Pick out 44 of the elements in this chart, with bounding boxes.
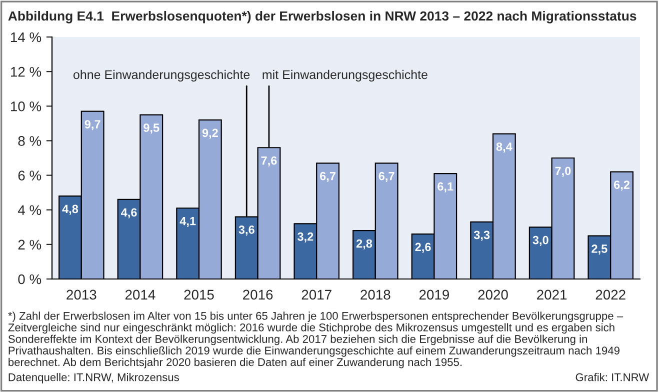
data-label: 3,3 — [474, 230, 490, 241]
x-tick-label: 2018 — [360, 290, 390, 300]
chart-title: Abbildung E4.1 Erwerbslosenquoten*) der Erwerbslosen in NRW 2013 – 2022 nach Migrationsstatus — [8, 10, 636, 24]
data-label: 6,7 — [378, 172, 394, 182]
x-tick-label: 2021 — [537, 290, 567, 300]
data-label: 3,0 — [532, 236, 548, 246]
text: Grafik: IT.NRW — [576, 373, 650, 382]
y-tick-label: 6 % — [18, 170, 42, 180]
data-label: 2,5 — [592, 244, 608, 255]
data-label: 3,6 — [238, 226, 254, 236]
x-tick-label: 2016 — [243, 290, 273, 300]
data-label: 6,7 — [320, 172, 336, 182]
data-label: 2,8 — [356, 239, 372, 250]
x-tick-label: 2013 — [66, 290, 96, 300]
text: Datenquelle: IT.NRW, Mikrozensus — [8, 373, 179, 384]
y-tick-label: 2 % — [18, 240, 42, 250]
x-tick-label: 2020 — [478, 290, 508, 300]
data-label: 9,5 — [144, 124, 160, 134]
y-tick-label: 12 % — [10, 66, 42, 77]
data-label: 7,6 — [261, 156, 277, 166]
x-tick-label: 2017 — [302, 290, 332, 300]
y-tick-label: 0 % — [18, 274, 42, 284]
data-label: 3,2 — [297, 232, 314, 243]
y-tick-label: 14 % — [10, 32, 42, 42]
data-label: 4,1 — [180, 217, 196, 227]
data-label: 6,1 — [438, 182, 454, 192]
text: mit Einwanderungsgeschichte — [262, 70, 428, 82]
x-tick-label: 2014 — [125, 290, 156, 300]
x-tick-label: 2019 — [419, 290, 449, 300]
text: *) Zahl der Erwerbslosen im Alter von 15 bis unter 65 Jahren je 100 Erwerbspersonen entsprechender Bevölkerungsgruppe – Zeitvergleiche sind nur eingeschränkt möglich: 2016 wurde die Stichprobe des Mikrozensus umgestellt und es ergaben sich Sondereffekte im Kontext der Bevölkerungsentwicklung. Ab 2017 beziehen sich die Ergebnisse auf die Bevölkerung in Privathaushalten. Bis einschließlich 2019 wurde die Einwanderungsgeschichte auf einem Zuwanderungszeitraum nach 1949 berechnet. Ab dem Berichtsjahr 2020 basieren die Daten auf einer Zuwanderung nach 1955. — [8, 312, 624, 368]
data-label: 6,2 — [614, 180, 630, 191]
y-tick-label: 8 % — [18, 136, 42, 146]
y-tick-label: 4 % — [18, 205, 42, 215]
data-label: 4,8 — [62, 204, 78, 215]
text: ohne Einwanderungsgeschichte — [73, 70, 250, 82]
x-tick-label: 2015 — [184, 290, 214, 300]
data-label: 7,0 — [555, 166, 571, 177]
data-label: 2,6 — [415, 242, 431, 253]
data-label: 4,6 — [121, 208, 137, 218]
y-tick-label: 10 % — [10, 101, 42, 112]
x-tick-label: 2022 — [596, 290, 626, 300]
data-label: 9,7 — [84, 120, 100, 130]
data-label: 9,2 — [202, 128, 218, 139]
data-label: 8,4 — [496, 142, 512, 153]
